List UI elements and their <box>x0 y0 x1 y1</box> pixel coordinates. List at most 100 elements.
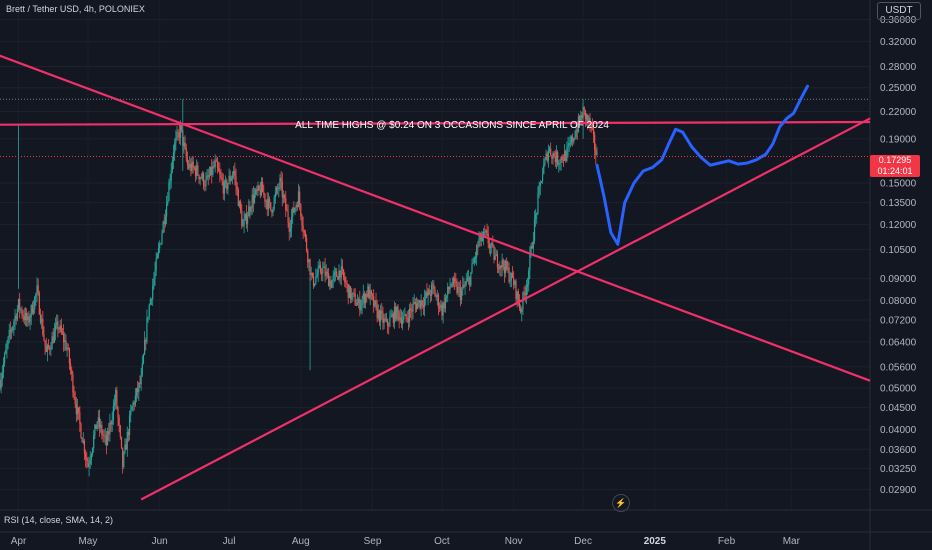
candle-body <box>116 390 118 409</box>
candle-body <box>322 267 324 274</box>
candle-body <box>152 285 154 300</box>
candle-body <box>17 299 20 309</box>
candle-body <box>2 363 5 373</box>
candle-body <box>579 116 581 121</box>
candle-body <box>536 213 538 215</box>
candle-body <box>421 300 423 306</box>
candle-body <box>533 219 536 242</box>
candle-body <box>51 336 53 350</box>
candle-body <box>277 187 279 189</box>
candle-body <box>484 231 486 233</box>
candle-body <box>185 147 187 159</box>
candle-body <box>43 334 45 341</box>
candle-body <box>361 299 363 306</box>
candle-body <box>473 258 475 263</box>
candle-body <box>388 325 390 327</box>
candle-body <box>410 308 412 311</box>
bar-countdown: 01:24:01 <box>877 166 913 176</box>
candle-body <box>65 340 67 350</box>
candle-body <box>131 406 133 411</box>
candle-body <box>94 424 96 436</box>
candle-body <box>137 388 139 393</box>
candle-body <box>189 163 191 168</box>
rsi-indicator-label[interactable]: RSI (14, close, SMA, 14, 2) <box>4 515 114 525</box>
candle-body <box>20 309 22 310</box>
candle-body <box>587 115 589 122</box>
candle-body <box>321 271 323 274</box>
candle-body <box>454 278 456 281</box>
candle-body <box>567 145 569 149</box>
price-tick-label: 0.04000 <box>880 425 917 436</box>
candle-body <box>309 259 311 275</box>
time-tick-label: Sep <box>364 536 382 547</box>
candle-body <box>234 170 236 177</box>
candle-body <box>260 182 263 196</box>
candle-body <box>285 198 287 210</box>
candle-body <box>132 402 134 407</box>
candle-body <box>493 246 495 261</box>
candle-body <box>516 291 518 299</box>
candle-body <box>42 319 44 335</box>
candle-body <box>355 305 357 306</box>
trendlines <box>0 54 871 501</box>
candle-body <box>130 410 132 416</box>
candle-body <box>520 308 522 313</box>
candle-body <box>494 255 496 261</box>
candle-body <box>72 373 74 393</box>
candle-body <box>455 280 457 284</box>
candle-body <box>96 421 98 429</box>
candle-body <box>584 109 586 120</box>
candle-body <box>397 306 399 313</box>
candle-body <box>504 261 507 274</box>
candle-body <box>256 189 258 192</box>
candle-body <box>26 312 28 321</box>
candle-body <box>149 299 151 305</box>
candle-body <box>109 422 111 435</box>
candle-body <box>75 404 77 415</box>
candle-body <box>216 161 219 168</box>
candle-body <box>275 187 278 194</box>
lightning-icon[interactable]: ⚡ <box>612 494 630 512</box>
candle-body <box>458 287 460 288</box>
candle-body <box>548 148 551 151</box>
candle-body <box>327 273 330 287</box>
candle-body <box>67 347 69 349</box>
candle-body <box>49 347 51 350</box>
candle-body <box>341 266 344 270</box>
trendline-ath-line <box>0 120 871 126</box>
candle-body <box>569 142 571 144</box>
candle-body <box>153 278 155 286</box>
candle-body <box>402 319 404 325</box>
candle-body <box>562 159 565 161</box>
candle-body <box>8 329 10 338</box>
candle-body <box>203 173 205 186</box>
candle-body <box>435 296 437 298</box>
candle-body <box>369 290 371 299</box>
candle-body <box>71 369 73 374</box>
candle-body <box>209 166 212 176</box>
candle-body <box>237 190 239 207</box>
candle-body <box>450 284 452 287</box>
candle-body <box>482 231 485 238</box>
candle-body <box>263 192 265 194</box>
candle-body <box>178 132 180 138</box>
candle-body <box>445 295 448 299</box>
candle-body <box>89 459 91 464</box>
currency-button[interactable]: USDT <box>877 2 921 20</box>
candle-body <box>325 271 327 276</box>
candle-body <box>349 286 352 300</box>
time-tick-label: Nov <box>505 536 523 547</box>
candle-body <box>4 353 6 364</box>
candle-body <box>242 225 244 227</box>
price-axis-ticks: 0.36000 0.32000 0.28000 0.25000 0.22000 0.190… <box>880 15 917 496</box>
symbol-title[interactable]: Brett / Tether USD, 4h, POLONIEX <box>6 4 145 14</box>
time-tick-label: Aug <box>292 536 310 547</box>
candle-body <box>583 107 585 110</box>
candle-body <box>323 266 325 268</box>
time-tick-label: Mar <box>783 536 801 547</box>
candle-body <box>441 304 443 316</box>
candle-body <box>517 291 519 302</box>
candle-body <box>265 200 267 202</box>
candle-body <box>422 305 425 307</box>
